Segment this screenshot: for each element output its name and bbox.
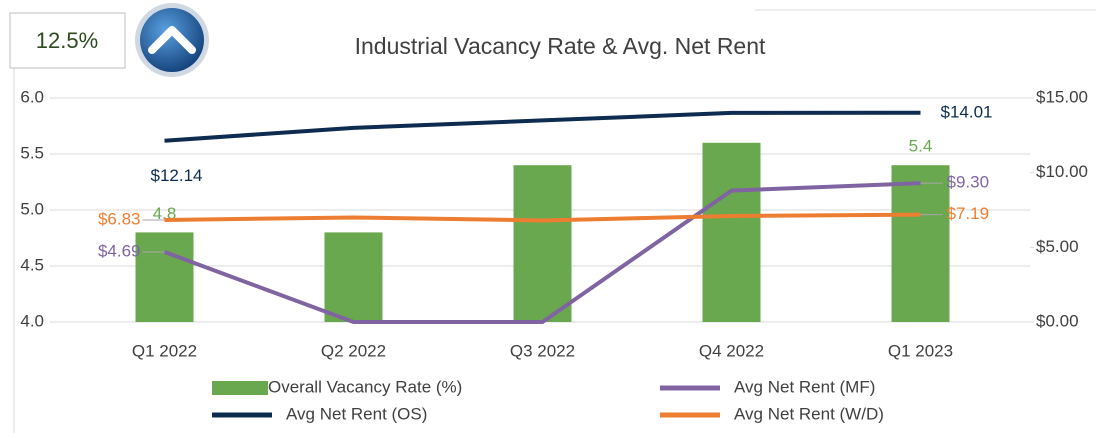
bar bbox=[513, 165, 572, 322]
data-label: $4.69 bbox=[98, 241, 141, 260]
legend-label: Overall Vacancy Rate (%) bbox=[268, 377, 462, 396]
bar bbox=[324, 232, 383, 322]
x-tick-label: Q3 2022 bbox=[510, 341, 575, 360]
data-label: $7.19 bbox=[947, 204, 990, 223]
y-tick-label: 6.0 bbox=[20, 87, 44, 106]
x-tick-label: Q1 2022 bbox=[132, 341, 197, 360]
bar bbox=[891, 165, 950, 322]
y-tick-label: 4.0 bbox=[20, 311, 44, 330]
data-label: $6.83 bbox=[98, 209, 141, 228]
badge-box bbox=[9, 12, 126, 69]
data-label: $12.14 bbox=[151, 166, 203, 185]
y2-tick-label: $5.00 bbox=[1036, 237, 1079, 256]
legend-label: Avg Net Rent (W/D) bbox=[734, 404, 884, 423]
x-tick-label: Q2 2022 bbox=[321, 341, 386, 360]
y2-tick-label: $10.00 bbox=[1036, 162, 1088, 181]
bar bbox=[702, 142, 761, 322]
x-tick-label: Q4 2022 bbox=[699, 341, 764, 360]
data-label: $9.30 bbox=[947, 173, 990, 192]
legend-swatch bbox=[212, 381, 268, 395]
y-tick-label: 5.0 bbox=[20, 199, 44, 218]
y2-tick-label: $0.00 bbox=[1036, 311, 1079, 330]
bar bbox=[135, 232, 194, 322]
line bbox=[164, 212, 921, 223]
chart-title: Industrial Vacancy Rate & Avg. Net Rent bbox=[355, 33, 766, 59]
legend-label: Avg Net Rent (MF) bbox=[734, 377, 875, 396]
line bbox=[164, 110, 921, 143]
up-button[interactable] bbox=[135, 3, 209, 77]
data-label: $14.01 bbox=[941, 102, 993, 121]
data-label: 5.4 bbox=[909, 137, 933, 156]
legend-label: Avg Net Rent (OS) bbox=[286, 404, 427, 423]
button-face[interactable] bbox=[140, 8, 204, 72]
y-tick-label: 4.5 bbox=[20, 255, 44, 274]
y-tick-label: 5.5 bbox=[20, 143, 44, 162]
y2-tick-label: $15.00 bbox=[1036, 87, 1088, 106]
line bbox=[163, 181, 921, 324]
up-arrow[interactable] bbox=[148, 26, 196, 54]
badge-text: 12.5% bbox=[36, 28, 98, 53]
x-tick-label: Q1 2023 bbox=[888, 341, 953, 360]
